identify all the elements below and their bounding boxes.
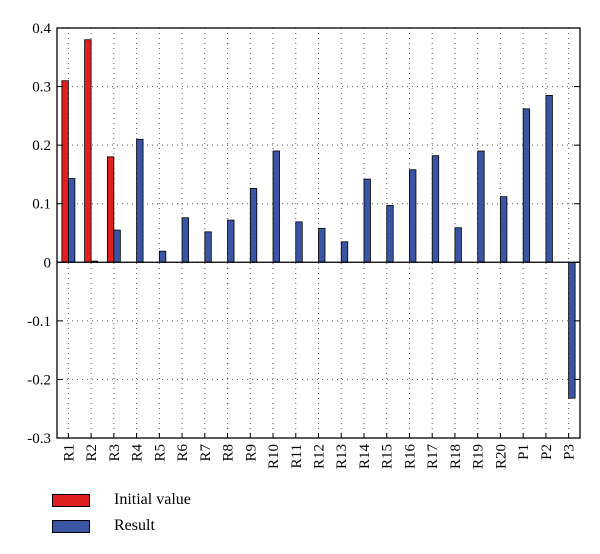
bar-result (363, 178, 371, 263)
bar-result (477, 150, 485, 263)
bar-result (204, 231, 212, 263)
bar-result (522, 108, 531, 263)
x-tick-label: R6 (175, 444, 191, 462)
x-tick-label: R4 (130, 444, 146, 462)
y-axis: 0.4 0.3 0.2 0.1 0 -0.1 -0.2 -0.3 (27, 21, 580, 447)
bar-initial-value (61, 80, 69, 263)
legend: Initial value Result (52, 487, 191, 539)
x-tick-label: R14 (357, 444, 373, 470)
legend-swatch-initial (52, 493, 90, 507)
y-tick-label: -0.1 (27, 314, 51, 330)
bar-result (409, 169, 417, 263)
y-tick-label: -0.2 (27, 372, 51, 388)
x-tick-label: R1 (61, 444, 77, 462)
y-tick-label: 0.1 (32, 197, 51, 213)
bar-result (113, 229, 121, 263)
y-tick-label: 0.2 (32, 138, 51, 154)
x-tick-label: R5 (152, 444, 168, 462)
y-tick-label: 0.4 (32, 21, 51, 37)
x-tick-label: R7 (198, 444, 214, 462)
bar-result (249, 188, 258, 263)
legend-item-result: Result (52, 513, 191, 539)
x-tick-label: R15 (380, 444, 396, 469)
x-tick-label: R19 (471, 444, 487, 469)
bar-result (340, 241, 349, 263)
bar-initial-value (84, 39, 92, 263)
y-tick-label: 0.3 (32, 80, 51, 96)
x-tick-label: P3 (562, 444, 578, 460)
bar-result (67, 178, 76, 263)
bar-result (568, 261, 576, 399)
legend-label-initial: Initial value (114, 491, 191, 508)
x-tick-label: R13 (334, 444, 350, 469)
x-tick-label: R3 (107, 444, 123, 462)
bar-result (272, 150, 280, 263)
x-tick-label: R8 (221, 444, 237, 462)
y-tick-label: -0.3 (27, 431, 51, 447)
x-tick-label: P2 (539, 444, 555, 460)
bar-result (318, 227, 326, 263)
bar-result (295, 221, 303, 263)
bar-result (454, 227, 462, 263)
x-tick-label: R10 (266, 444, 282, 469)
bar-initial-value (106, 156, 115, 263)
x-tick-label: R18 (448, 444, 464, 469)
bar-result (136, 138, 144, 263)
legend-swatch-result (52, 519, 90, 533)
x-tick-label: R2 (84, 444, 100, 462)
bar-result (158, 250, 167, 263)
x-tick-label: R9 (243, 444, 259, 462)
bar-result (386, 205, 394, 263)
bar-result (545, 94, 553, 263)
bars (61, 39, 576, 399)
chart: 0.4 0.3 0.2 0.1 0 -0.1 -0.2 -0.3 R1 R2 R3 R4 R5 R6 R7… (27, 21, 581, 470)
x-tick-label: R16 (402, 444, 418, 470)
x-tick-label: R20 (493, 444, 509, 469)
x-tick-label: R17 (425, 444, 441, 470)
bar-result (431, 155, 440, 263)
x-tick-label: R12 (312, 444, 328, 469)
x-tick-label: R11 (289, 444, 305, 468)
bar-result (181, 217, 189, 263)
bar-result (227, 219, 235, 263)
legend-label-result: Result (114, 517, 155, 534)
y-tick-label: 0 (44, 255, 52, 271)
bar-result (500, 196, 508, 263)
legend-item-initial: Initial value (52, 487, 191, 513)
x-tick-label: P1 (516, 444, 532, 460)
x-axis: R1 R2 R3 R4 R5 R6 R7 R8 R9 R10 R11 R12 R13 R14 R15 R16 R… (61, 433, 578, 470)
